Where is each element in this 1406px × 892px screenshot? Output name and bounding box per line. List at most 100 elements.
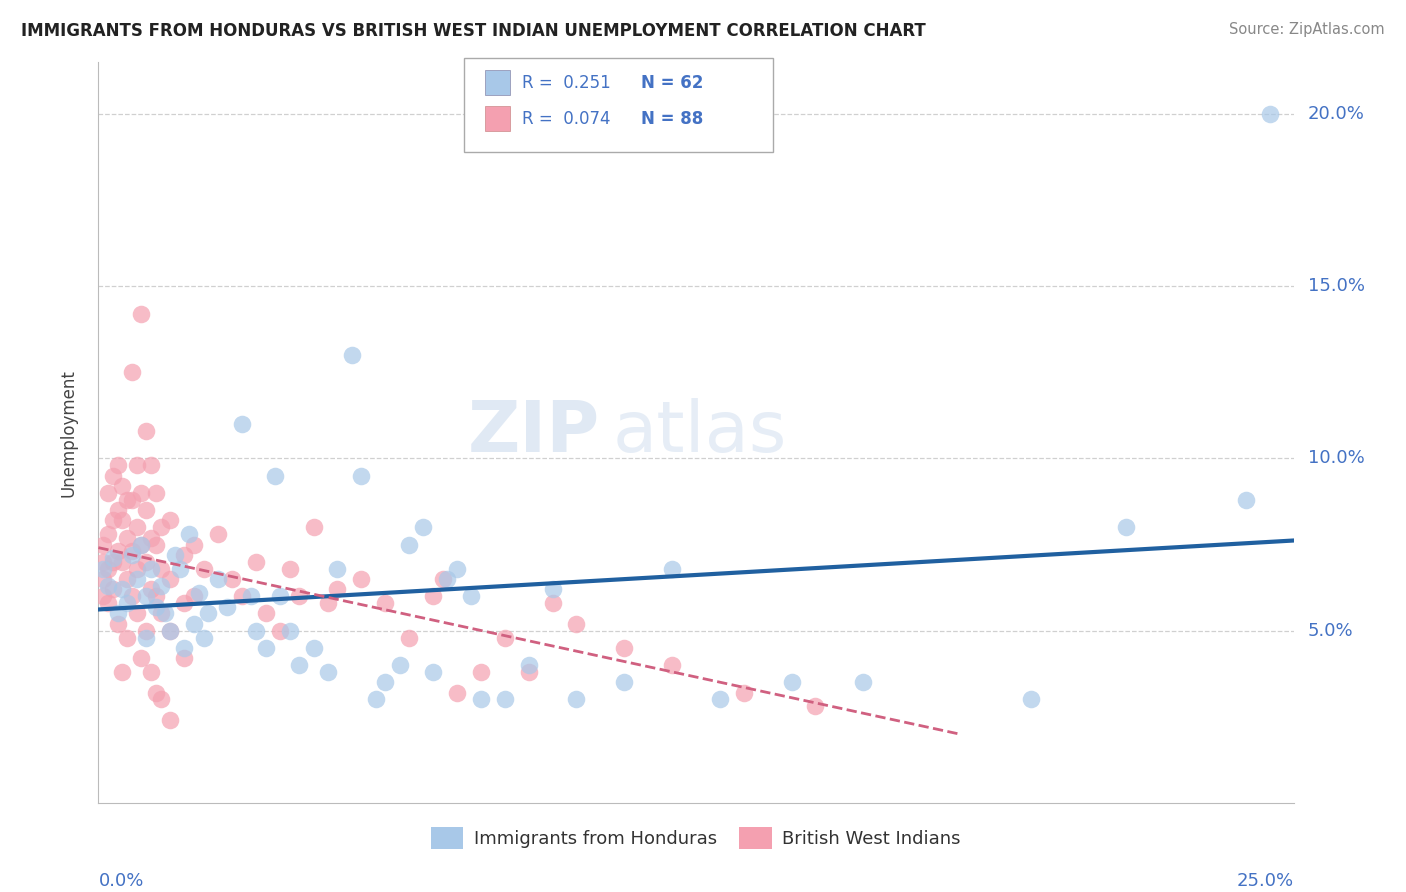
Point — [1115, 520, 1137, 534]
Point — [541, 596, 564, 610]
Text: N = 62: N = 62 — [641, 74, 703, 92]
Point — [661, 561, 683, 575]
Point — [316, 665, 339, 679]
Point — [326, 582, 349, 597]
Point — [269, 589, 291, 603]
Point — [115, 531, 138, 545]
Point — [111, 665, 134, 679]
Point — [470, 692, 492, 706]
Point — [316, 596, 339, 610]
Point — [97, 486, 120, 500]
Point — [121, 589, 143, 603]
Point — [254, 640, 277, 655]
Point — [149, 561, 172, 575]
Point — [125, 572, 148, 586]
Text: 25.0%: 25.0% — [1236, 871, 1294, 889]
Point — [111, 582, 134, 597]
Point — [97, 579, 120, 593]
Point — [432, 572, 454, 586]
Point — [187, 586, 209, 600]
Point — [139, 561, 162, 575]
Point — [149, 607, 172, 621]
Point — [494, 631, 516, 645]
Point — [125, 520, 148, 534]
Point — [517, 665, 540, 679]
Point — [145, 685, 167, 699]
Point — [217, 599, 239, 614]
Text: R =  0.074: R = 0.074 — [522, 110, 610, 128]
Point — [197, 607, 219, 621]
Point — [135, 555, 157, 569]
Text: Source: ZipAtlas.com: Source: ZipAtlas.com — [1229, 22, 1385, 37]
Point — [121, 548, 143, 562]
Point — [107, 616, 129, 631]
Point — [139, 531, 162, 545]
Point — [107, 458, 129, 473]
Text: 20.0%: 20.0% — [1308, 105, 1365, 123]
Point — [125, 607, 148, 621]
Point — [350, 572, 373, 586]
Point — [125, 561, 148, 575]
Point — [1019, 692, 1042, 706]
Point — [302, 640, 325, 655]
Point — [245, 555, 267, 569]
Point — [107, 544, 129, 558]
Point — [131, 307, 153, 321]
Point — [91, 537, 114, 551]
Point — [121, 365, 143, 379]
Point — [173, 548, 195, 562]
Point — [155, 607, 177, 621]
Text: N = 88: N = 88 — [641, 110, 703, 128]
Point — [101, 582, 124, 597]
Point — [91, 561, 114, 575]
Point — [231, 417, 253, 431]
Point — [121, 492, 143, 507]
Point — [436, 572, 458, 586]
Point — [254, 607, 277, 621]
Point — [107, 607, 129, 621]
Point — [131, 537, 153, 551]
Text: 0.0%: 0.0% — [98, 871, 143, 889]
Point — [91, 555, 114, 569]
Point — [422, 589, 444, 603]
Point — [135, 424, 157, 438]
Point — [101, 513, 124, 527]
Point — [183, 589, 205, 603]
Point — [149, 520, 172, 534]
Point — [264, 468, 287, 483]
Point — [278, 561, 301, 575]
Point — [613, 675, 636, 690]
Point — [135, 503, 157, 517]
Point — [1234, 492, 1257, 507]
Point — [111, 513, 134, 527]
Point — [125, 458, 148, 473]
Point — [131, 537, 153, 551]
Point — [139, 458, 162, 473]
Point — [288, 589, 311, 603]
Point — [97, 527, 120, 541]
Point — [149, 579, 172, 593]
Point — [364, 692, 387, 706]
Point — [115, 631, 138, 645]
Point — [101, 551, 124, 566]
Point — [269, 624, 291, 638]
Point — [121, 544, 143, 558]
Text: 15.0%: 15.0% — [1308, 277, 1365, 295]
Point — [111, 555, 134, 569]
Point — [340, 348, 363, 362]
Point — [422, 665, 444, 679]
Point — [733, 685, 755, 699]
Point — [183, 537, 205, 551]
Point — [350, 468, 373, 483]
Point — [107, 503, 129, 517]
Point — [131, 651, 153, 665]
Point — [169, 561, 191, 575]
Point — [193, 561, 215, 575]
Point — [149, 692, 172, 706]
Point — [135, 624, 157, 638]
Point — [97, 561, 120, 575]
Point — [709, 692, 731, 706]
Point — [288, 658, 311, 673]
Point — [163, 548, 186, 562]
Point — [517, 658, 540, 673]
